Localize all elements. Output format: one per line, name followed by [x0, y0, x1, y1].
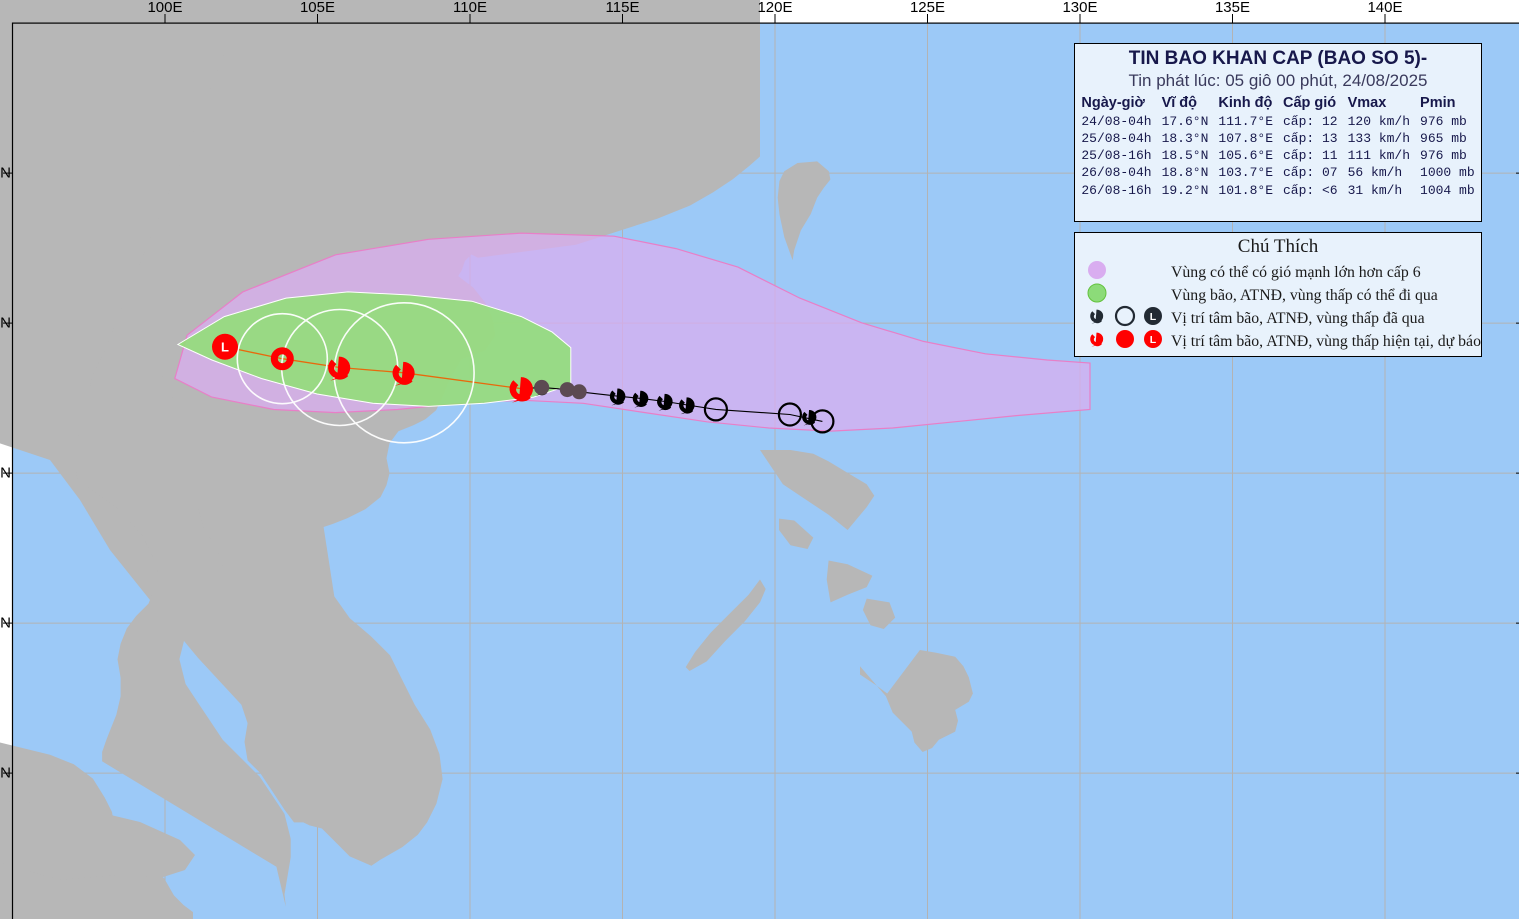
svg-text:5N: 5N: [0, 765, 11, 782]
svg-text:L: L: [1150, 334, 1157, 346]
svg-text:130E: 130E: [1062, 0, 1097, 16]
svg-text:125E: 125E: [910, 0, 945, 16]
svg-text:110E: 110E: [453, 0, 487, 16]
svg-text:25N: 25N: [0, 165, 11, 182]
svg-text:120E: 120E: [757, 0, 792, 16]
svg-text:135E: 135E: [1215, 0, 1250, 16]
svg-text:15N: 15N: [0, 465, 11, 482]
svg-text:L: L: [1150, 311, 1157, 323]
svg-text:140E: 140E: [1367, 0, 1402, 16]
svg-text:20N: 20N: [0, 315, 11, 332]
svg-text:105E: 105E: [300, 0, 335, 16]
svg-text:115E: 115E: [606, 0, 640, 16]
svg-text:L: L: [221, 340, 229, 355]
svg-text:10N: 10N: [0, 615, 11, 632]
svg-text:100E: 100E: [147, 0, 182, 16]
